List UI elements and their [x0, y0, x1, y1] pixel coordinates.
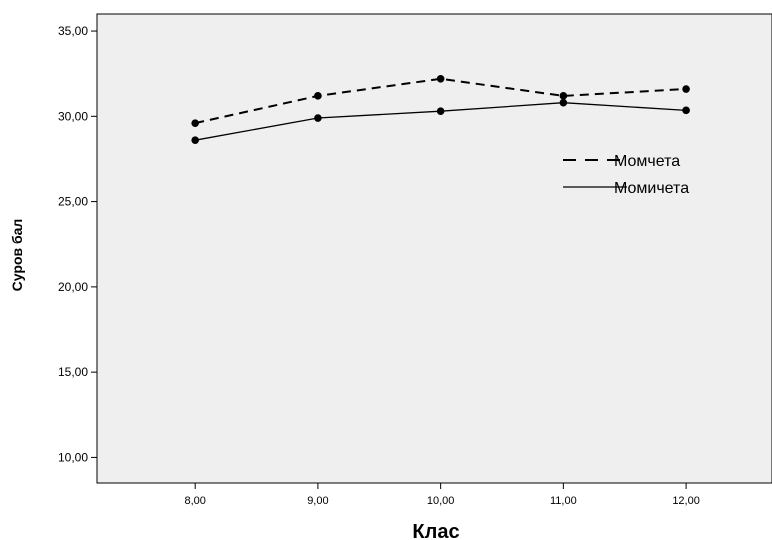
- y-tick-label: 10,00: [58, 450, 88, 464]
- data-point: [682, 106, 690, 115]
- legend: Момчета Момичета: [563, 153, 689, 197]
- y-tick-label: 20,00: [58, 280, 88, 294]
- x-tick-label: 12,00: [672, 495, 700, 507]
- data-point: [682, 85, 690, 93]
- x-tick-label: 11,00: [550, 495, 577, 507]
- legend-label: Момчета: [614, 153, 680, 170]
- x-axis-title: Клас: [412, 521, 459, 540]
- data-point: [314, 114, 322, 122]
- legend-label: Момичета: [614, 180, 689, 197]
- x-tick-label: 8,00: [184, 495, 205, 507]
- x-axis: 8,00 9,00 10,00 11,00 12,00: [184, 483, 700, 507]
- series-line-1: [194, 77, 687, 125]
- y-tick-label: 15,00: [58, 365, 88, 379]
- plot-area: [96, 13, 772, 484]
- data-point: [314, 92, 322, 100]
- data-point: [436, 107, 445, 116]
- data-point: [191, 119, 199, 127]
- data-point: [191, 136, 199, 145]
- y-tick-label: 35,00: [58, 24, 88, 38]
- data-point: [559, 92, 568, 100]
- y-tick-label: 30,00: [58, 109, 88, 123]
- y-tick-label: 25,00: [58, 195, 88, 209]
- data-point: [559, 98, 568, 107]
- data-point: [436, 75, 445, 83]
- y-axis-title: Суров бал: [9, 219, 25, 292]
- y-axis: 10,00 15,00 20,00 25,00 30,00 35,00: [58, 24, 97, 464]
- x-tick-label: 10,00: [427, 495, 455, 507]
- x-tick-label: 9,00: [307, 495, 328, 507]
- series-layer: [191, 75, 690, 145]
